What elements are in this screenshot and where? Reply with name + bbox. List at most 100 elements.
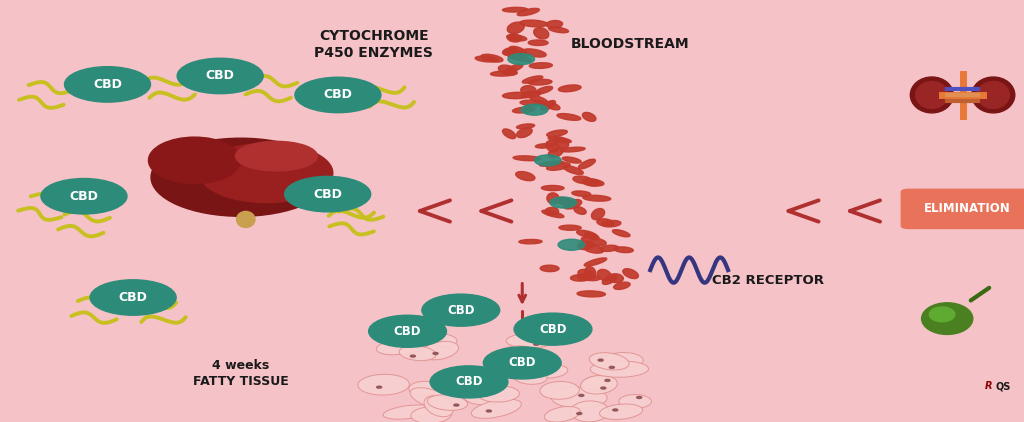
Ellipse shape	[577, 291, 605, 297]
Text: CBD: CBD	[394, 325, 421, 338]
Ellipse shape	[506, 64, 523, 73]
Circle shape	[612, 409, 617, 411]
Circle shape	[422, 294, 500, 326]
Ellipse shape	[399, 346, 436, 361]
Ellipse shape	[503, 48, 517, 55]
Circle shape	[467, 392, 472, 394]
Circle shape	[637, 396, 642, 398]
Text: CBD: CBD	[540, 323, 566, 335]
Ellipse shape	[529, 96, 548, 104]
Text: QS: QS	[995, 381, 1011, 391]
Ellipse shape	[411, 388, 452, 408]
Ellipse shape	[547, 162, 570, 170]
Ellipse shape	[570, 401, 609, 422]
Ellipse shape	[545, 406, 580, 422]
Text: ELIMINATION: ELIMINATION	[925, 203, 1011, 215]
Ellipse shape	[613, 282, 630, 289]
Ellipse shape	[549, 27, 568, 33]
Text: CBD: CBD	[70, 190, 98, 203]
Circle shape	[90, 280, 176, 315]
Ellipse shape	[421, 341, 459, 360]
Ellipse shape	[910, 77, 953, 113]
Ellipse shape	[490, 346, 539, 370]
Circle shape	[41, 179, 127, 214]
Ellipse shape	[583, 179, 604, 186]
Ellipse shape	[424, 396, 454, 417]
Ellipse shape	[497, 362, 554, 379]
Ellipse shape	[409, 381, 440, 395]
Ellipse shape	[521, 86, 536, 95]
Ellipse shape	[584, 258, 607, 266]
Ellipse shape	[509, 46, 525, 54]
Ellipse shape	[499, 65, 517, 75]
Ellipse shape	[614, 247, 633, 253]
Circle shape	[508, 54, 535, 65]
Ellipse shape	[542, 210, 564, 218]
Ellipse shape	[427, 395, 468, 410]
Text: CBD: CBD	[324, 89, 352, 101]
Circle shape	[605, 379, 610, 381]
Ellipse shape	[536, 87, 553, 94]
Ellipse shape	[583, 179, 601, 186]
Ellipse shape	[520, 20, 548, 27]
Circle shape	[601, 387, 606, 389]
Ellipse shape	[536, 365, 568, 378]
Ellipse shape	[546, 21, 562, 28]
Ellipse shape	[534, 27, 549, 39]
Circle shape	[377, 386, 382, 388]
Ellipse shape	[562, 157, 582, 163]
Circle shape	[430, 366, 508, 398]
Text: CBD: CBD	[206, 70, 234, 82]
Ellipse shape	[520, 100, 546, 106]
Ellipse shape	[519, 239, 542, 244]
Ellipse shape	[513, 370, 547, 384]
Ellipse shape	[548, 148, 563, 158]
Ellipse shape	[612, 230, 630, 237]
Ellipse shape	[507, 35, 526, 41]
Ellipse shape	[508, 54, 530, 62]
Text: CBD: CBD	[119, 291, 147, 304]
Circle shape	[521, 104, 548, 115]
Text: CB2 RECEPTOR: CB2 RECEPTOR	[712, 274, 823, 287]
Ellipse shape	[528, 40, 548, 46]
Ellipse shape	[570, 274, 592, 281]
Ellipse shape	[521, 91, 541, 97]
Text: CYTOCHROME
P450 ENZYMES: CYTOCHROME P450 ENZYMES	[314, 29, 433, 60]
Ellipse shape	[618, 395, 651, 408]
Ellipse shape	[623, 269, 638, 279]
Ellipse shape	[540, 161, 564, 166]
Text: CBD: CBD	[447, 304, 474, 316]
Ellipse shape	[972, 77, 1015, 113]
Ellipse shape	[513, 156, 541, 161]
Ellipse shape	[512, 107, 536, 113]
Ellipse shape	[471, 399, 521, 418]
Ellipse shape	[581, 375, 617, 394]
Ellipse shape	[546, 141, 559, 152]
Ellipse shape	[585, 233, 599, 240]
Ellipse shape	[516, 128, 532, 138]
Ellipse shape	[481, 54, 503, 62]
Ellipse shape	[522, 49, 546, 57]
Ellipse shape	[590, 353, 629, 370]
Ellipse shape	[590, 361, 648, 377]
Ellipse shape	[602, 275, 616, 284]
Ellipse shape	[536, 143, 554, 148]
Circle shape	[483, 347, 561, 379]
Ellipse shape	[553, 137, 568, 148]
Ellipse shape	[358, 374, 410, 395]
Ellipse shape	[558, 85, 581, 92]
Ellipse shape	[572, 176, 593, 184]
Ellipse shape	[528, 79, 552, 85]
Ellipse shape	[503, 7, 527, 12]
Circle shape	[514, 313, 592, 345]
Circle shape	[609, 366, 614, 368]
Ellipse shape	[571, 191, 591, 196]
Ellipse shape	[563, 200, 582, 209]
Ellipse shape	[542, 185, 564, 191]
Ellipse shape	[490, 71, 517, 76]
Circle shape	[516, 372, 521, 374]
Ellipse shape	[516, 124, 535, 129]
Ellipse shape	[922, 303, 973, 334]
Ellipse shape	[577, 230, 597, 238]
Circle shape	[503, 356, 508, 358]
